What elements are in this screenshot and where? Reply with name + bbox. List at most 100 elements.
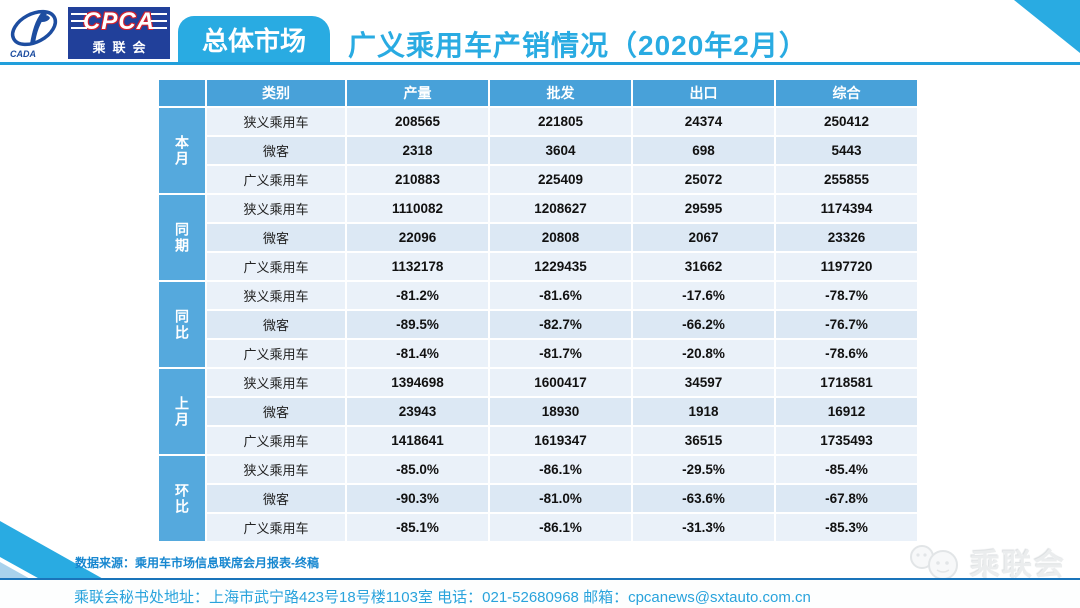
- table-row: 本月 狭义乘用车 208565 221805 24374 250412: [159, 108, 917, 193]
- value-cell: -82.7%: [490, 311, 631, 338]
- cpca-chinese-name: 乘联会: [92, 40, 153, 55]
- value-cell: 1174394: [776, 195, 917, 222]
- value-cell: -81.6%: [490, 282, 631, 309]
- value-cell: -81.0%: [490, 485, 631, 512]
- value-cell: -85.0%: [347, 456, 488, 483]
- table-row: 微客 2318 3604 698 5443: [159, 137, 917, 164]
- value-cell: 2318: [347, 137, 488, 164]
- value-cell: -81.7%: [490, 340, 631, 367]
- value-cell: 29595: [633, 195, 774, 222]
- value-cell: 1229435: [490, 253, 631, 280]
- row-group-label: 环比: [159, 456, 205, 541]
- contact-info: 乘联会秘书处地址：上海市武宁路423号18号楼1103室 电话：021-5268…: [74, 589, 811, 606]
- category-cell: 广义乘用车: [207, 514, 345, 541]
- value-cell: -85.1%: [347, 514, 488, 541]
- row-group-label: 同比: [159, 282, 205, 367]
- table-row: 上月 狭义乘用车 1394698 1600417 34597 1718581: [159, 369, 917, 454]
- cpca-logo: CADA CPCA 乘联会: [8, 6, 170, 60]
- table-row: 广义乘用车 -81.4% -81.7% -20.8% -78.6%: [159, 340, 917, 367]
- value-cell: -78.7%: [776, 282, 917, 309]
- column-header: 综合: [776, 80, 917, 106]
- value-cell: 255855: [776, 166, 917, 193]
- value-cell: 5443: [776, 137, 917, 164]
- watermark-text: 乘联会: [970, 549, 1066, 582]
- table-row: 广义乘用车 210883 225409 25072 255855: [159, 166, 917, 193]
- column-header: 产量: [347, 80, 488, 106]
- category-cell: 微客: [207, 311, 345, 338]
- table-row: 广义乘用车 -85.1% -86.1% -31.3% -85.3%: [159, 514, 917, 541]
- value-cell: 2067: [633, 224, 774, 251]
- category-cell: 狭义乘用车: [207, 369, 345, 396]
- category-cell: 狭义乘用车: [207, 456, 345, 483]
- footer-divider: [0, 578, 1080, 580]
- category-cell: 微客: [207, 224, 345, 251]
- column-header: 类别: [207, 80, 345, 106]
- category-cell: 微客: [207, 398, 345, 425]
- page-title: 广义乘用车产销情况（2020年2月）: [348, 30, 808, 61]
- value-cell: -81.4%: [347, 340, 488, 367]
- value-cell: 1394698: [347, 369, 488, 396]
- category-cell: 微客: [207, 137, 345, 164]
- logo-stripes-right: [151, 13, 167, 31]
- cpca-emblem-icon: CADA: [10, 9, 58, 59]
- value-cell: -66.2%: [633, 311, 774, 338]
- value-cell: -86.1%: [490, 456, 631, 483]
- value-cell: -85.4%: [776, 456, 917, 483]
- watermark: 乘联会: [906, 540, 1066, 584]
- category-cell: 广义乘用车: [207, 253, 345, 280]
- table-header-row: 类别 产量 批发 出口 综合: [159, 80, 917, 106]
- value-cell: 1600417: [490, 369, 631, 396]
- value-cell: -63.6%: [633, 485, 774, 512]
- cpca-wordmark: CPCA 乘联会: [68, 7, 170, 59]
- category-cell: 狭义乘用车: [207, 195, 345, 222]
- cpca-acronym: CPCA: [82, 8, 155, 35]
- value-cell: 1132178: [347, 253, 488, 280]
- value-cell: 1718581: [776, 369, 917, 396]
- data-source-note: 数据来源：乘用车市场信息联席会月报表-终稿: [75, 556, 319, 570]
- value-cell: -78.6%: [776, 340, 917, 367]
- value-cell: 25072: [633, 166, 774, 193]
- row-group-label: 本月: [159, 108, 205, 193]
- table-row: 同期 狭义乘用车 1110082 1208627 29595 1174394: [159, 195, 917, 280]
- value-cell: 20808: [490, 224, 631, 251]
- table-row: 广义乘用车 1132178 1229435 31662 1197720: [159, 253, 917, 280]
- column-header: 批发: [490, 80, 631, 106]
- value-cell: 210883: [347, 166, 488, 193]
- value-cell: -86.1%: [490, 514, 631, 541]
- table-row: 微客 23943 18930 1918 16912: [159, 398, 917, 425]
- table-row: 广义乘用车 1418641 1619347 36515 1735493: [159, 427, 917, 454]
- value-cell: 1208627: [490, 195, 631, 222]
- table-row: 微客 22096 20808 2067 23326: [159, 224, 917, 251]
- production-sales-table: 类别 产量 批发 出口 综合 本月 狭义乘用车 208565 221805 24374 250412…: [157, 78, 919, 543]
- value-cell: -90.3%: [347, 485, 488, 512]
- value-cell: -67.8%: [776, 485, 917, 512]
- value-cell: 1735493: [776, 427, 917, 454]
- category-cell: 广义乘用车: [207, 427, 345, 454]
- value-cell: 208565: [347, 108, 488, 135]
- value-cell: 23943: [347, 398, 488, 425]
- row-group-label: 同期: [159, 195, 205, 280]
- table-row: 环比 狭义乘用车 -85.0% -86.1% -29.5% -85.4%: [159, 456, 917, 541]
- value-cell: -85.3%: [776, 514, 917, 541]
- section-badge: 总体市场: [178, 16, 330, 63]
- table-row: 微客 -89.5% -82.7% -66.2% -76.7%: [159, 311, 917, 338]
- table-row: 同比 狭义乘用车 -81.2% -81.6% -17.6% -78.7%: [159, 282, 917, 367]
- value-cell: 1918: [633, 398, 774, 425]
- column-header: 出口: [633, 80, 774, 106]
- category-cell: 微客: [207, 485, 345, 512]
- value-cell: 1197720: [776, 253, 917, 280]
- row-group-label: 上月: [159, 369, 205, 454]
- value-cell: -31.3%: [633, 514, 774, 541]
- value-cell: 23326: [776, 224, 917, 251]
- value-cell: 250412: [776, 108, 917, 135]
- value-cell: 225409: [490, 166, 631, 193]
- value-cell: 1619347: [490, 427, 631, 454]
- bottom-bar: [0, 580, 1080, 608]
- value-cell: 22096: [347, 224, 488, 251]
- svg-text:CADA: CADA: [10, 49, 36, 59]
- value-cell: 18930: [490, 398, 631, 425]
- value-cell: 698: [633, 137, 774, 164]
- header-divider: [0, 62, 1080, 65]
- category-cell: 狭义乘用车: [207, 282, 345, 309]
- wechat-icon: [910, 545, 958, 580]
